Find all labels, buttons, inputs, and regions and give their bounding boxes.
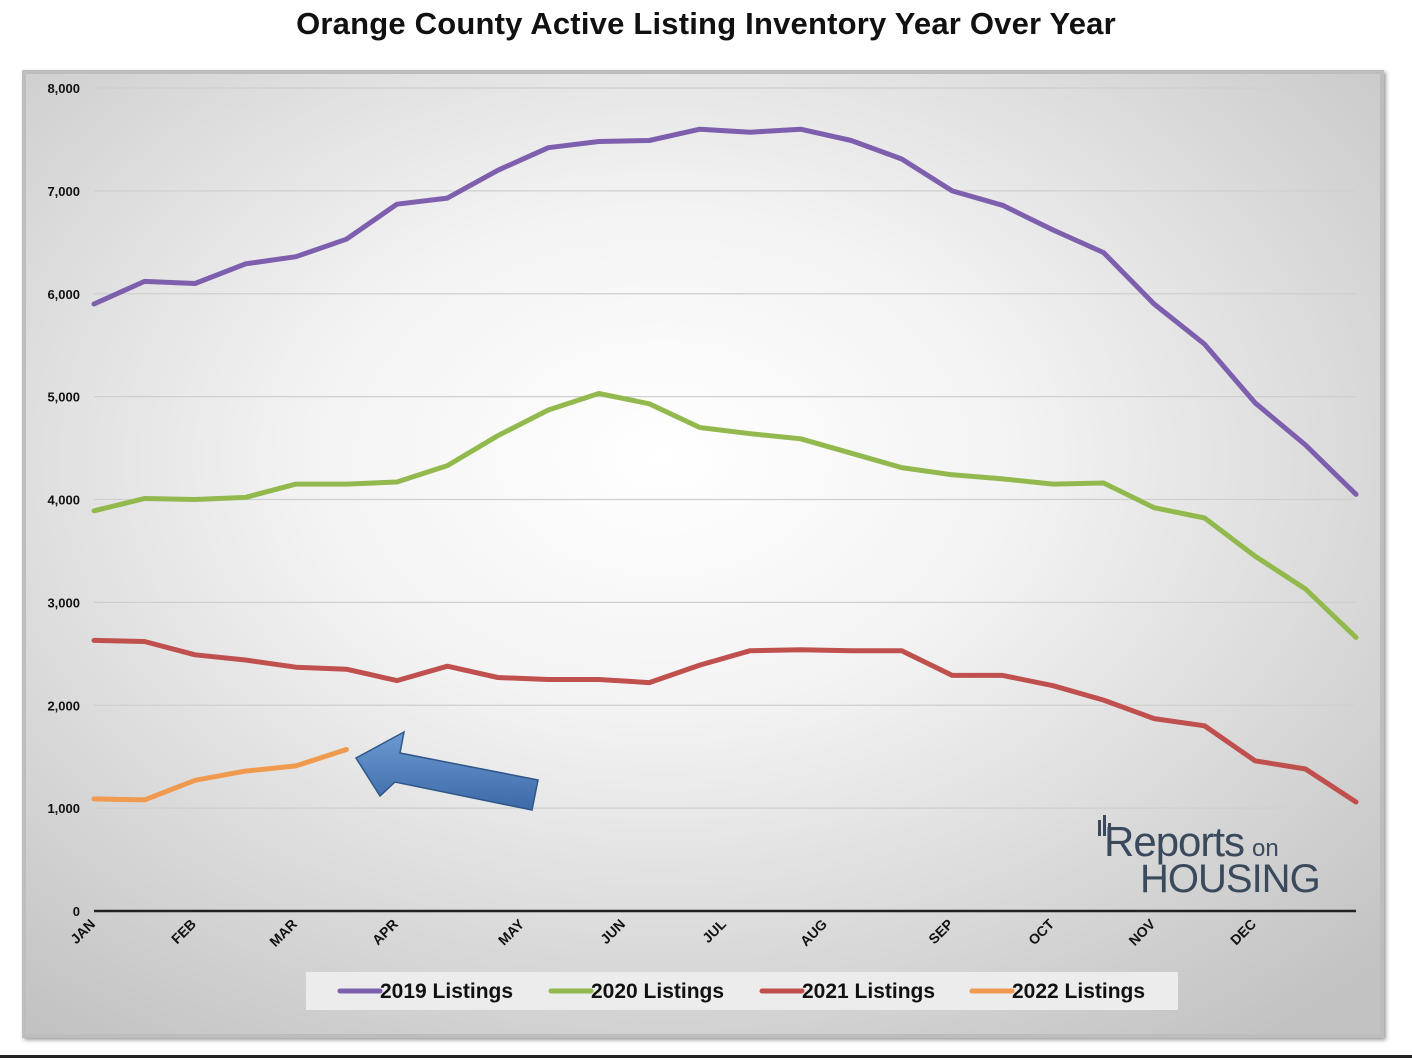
legend-background	[306, 972, 1178, 1010]
logo-bar-1	[1098, 820, 1101, 836]
grid	[94, 87, 1356, 809]
chart-frame: 0 1,000 2,000 3,000 4,000 5,000 6,000 7,000 8,00…	[22, 70, 1384, 1038]
reports-on-housing-logo: Reports on HOUSING	[1098, 815, 1321, 901]
series	[91, 126, 1359, 805]
series-line-2019	[91, 126, 1359, 497]
logo-housing: HOUSING	[1140, 857, 1320, 901]
y-axis: 0 1,000 2,000 3,000 4,000 5,000 6,000 7,000 8,00…	[47, 81, 80, 919]
logo-bar-2	[1103, 815, 1106, 836]
y-tick-label: 5,000	[47, 390, 80, 405]
legend: 2019 Listings 2020 Listings 2021 Listings 2…	[337, 980, 1145, 1003]
logo-on: on	[1252, 835, 1279, 862]
annotation-arrow	[354, 730, 539, 811]
legend-label: 2019 Listings	[380, 980, 513, 1003]
y-tick-label: 1,000	[47, 801, 80, 816]
y-tick-label: 6,000	[47, 287, 80, 302]
logo-reports: Reports	[1104, 818, 1244, 865]
legend-label: 2022 Listings	[1012, 980, 1145, 1003]
series-line-2020	[91, 391, 1359, 640]
chart-svg: 0 1,000 2,000 3,000 4,000 5,000 6,000 7,000 8,00…	[26, 74, 1380, 1034]
y-tick-label: 8,000	[47, 81, 80, 96]
logo-bar-3	[1108, 823, 1111, 836]
legend-label: 2021 Listings	[802, 980, 935, 1003]
y-tick-label: 3,000	[47, 595, 80, 610]
page-bottom-rule	[0, 1055, 1412, 1058]
plot-background	[26, 74, 1380, 1034]
y-tick-label: 2,000	[47, 698, 80, 713]
y-tick-label: 7,000	[47, 184, 80, 199]
series-line-2022	[91, 747, 349, 803]
y-tick-label: 0	[73, 904, 80, 919]
chart-title: Orange County Active Listing Inventory Y…	[296, 6, 1116, 41]
legend-label: 2020 Listings	[591, 980, 724, 1003]
y-tick-label: 4,000	[47, 493, 80, 508]
series-line-2021	[91, 637, 1359, 805]
